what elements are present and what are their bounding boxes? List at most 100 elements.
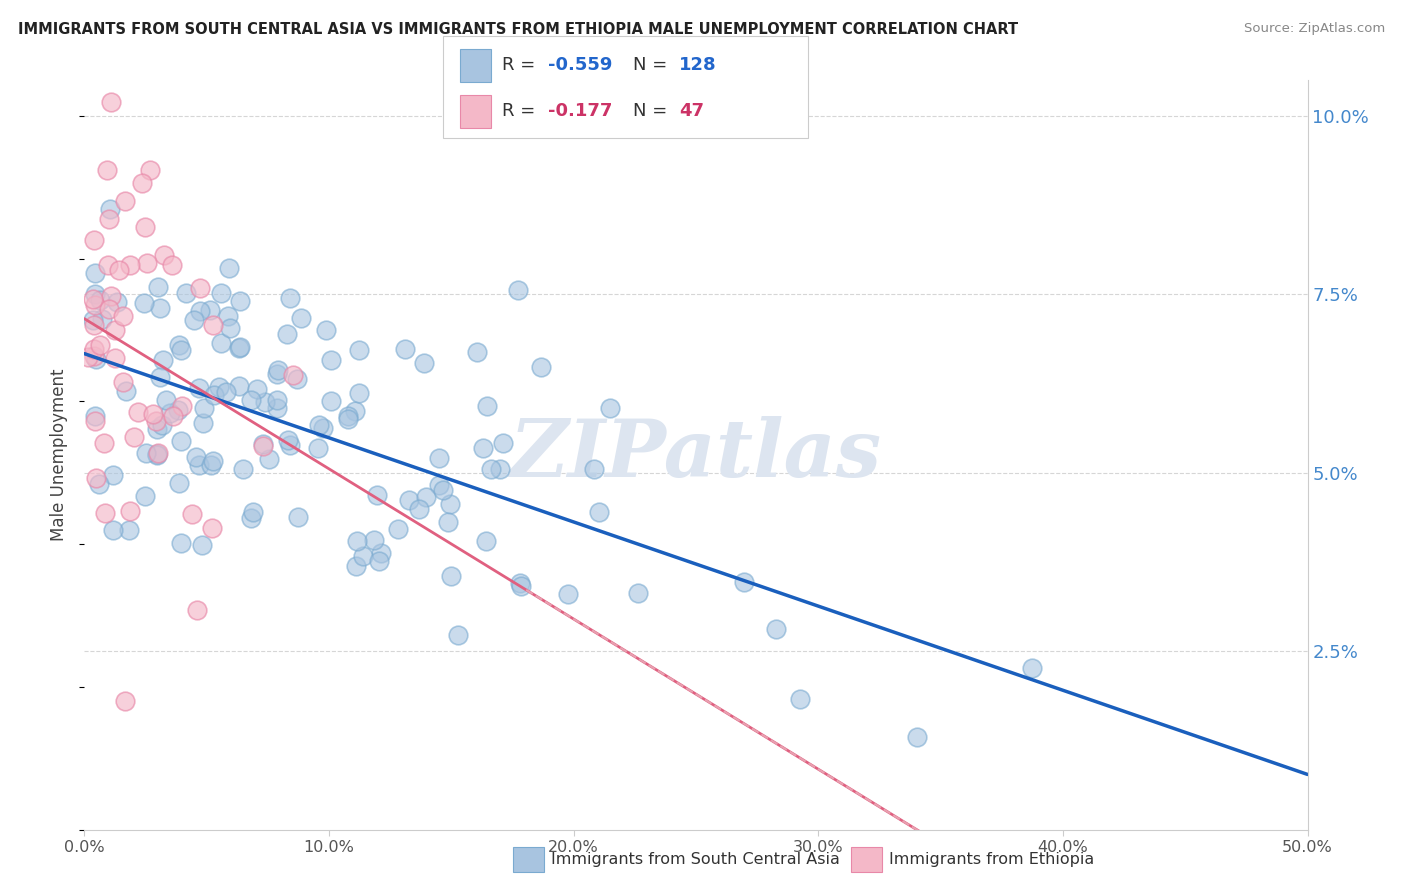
Point xyxy=(492,435,515,450)
Text: 47: 47 xyxy=(679,103,704,120)
Point xyxy=(398,492,420,507)
Point xyxy=(765,622,787,636)
Text: 128: 128 xyxy=(679,56,717,74)
Point xyxy=(84,409,107,423)
Point xyxy=(432,483,454,497)
Point xyxy=(105,295,128,310)
Point xyxy=(170,536,193,550)
Point xyxy=(218,260,240,275)
Point xyxy=(315,323,337,337)
Point xyxy=(627,586,650,600)
Text: ZIPatlas: ZIPatlas xyxy=(510,417,882,493)
Point xyxy=(336,409,359,423)
Point xyxy=(209,286,232,301)
Point xyxy=(193,417,215,431)
Point xyxy=(101,523,124,537)
Point xyxy=(83,233,105,247)
Point xyxy=(169,338,191,352)
Point xyxy=(112,375,135,389)
Point xyxy=(170,343,193,358)
Point xyxy=(319,352,342,367)
Point xyxy=(104,323,127,337)
Point xyxy=(96,162,118,177)
Point xyxy=(100,95,122,109)
Text: N =: N = xyxy=(633,56,672,74)
Point xyxy=(370,546,392,560)
Point xyxy=(115,384,138,399)
Point xyxy=(253,395,276,409)
Point xyxy=(307,441,329,455)
Point xyxy=(366,488,388,502)
Point xyxy=(266,401,288,415)
Point xyxy=(281,368,304,382)
Point xyxy=(218,320,240,334)
Point xyxy=(276,327,298,342)
Point xyxy=(184,450,207,464)
Point xyxy=(134,296,156,310)
Point xyxy=(83,342,105,356)
Point xyxy=(465,345,488,359)
Point xyxy=(319,394,342,409)
Point xyxy=(82,312,104,326)
Point xyxy=(240,393,263,408)
Point xyxy=(209,335,232,350)
Point xyxy=(112,309,135,323)
Point xyxy=(789,692,811,706)
Text: Immigrants from Ethiopia: Immigrants from Ethiopia xyxy=(889,853,1094,867)
Point xyxy=(201,454,224,468)
Point xyxy=(363,533,385,547)
Point xyxy=(228,293,250,308)
Point xyxy=(167,476,190,491)
Point xyxy=(100,289,122,303)
Point xyxy=(1021,661,1043,675)
Point xyxy=(114,194,136,208)
Point xyxy=(217,309,239,323)
Text: Immigrants from South Central Asia: Immigrants from South Central Asia xyxy=(551,853,839,867)
Point xyxy=(287,509,309,524)
Point xyxy=(277,433,299,447)
Point xyxy=(240,510,263,524)
Point xyxy=(89,338,111,352)
Point xyxy=(150,418,173,433)
Point xyxy=(188,281,211,295)
Point xyxy=(506,283,529,297)
Point xyxy=(201,521,224,535)
Point xyxy=(103,467,125,482)
Point xyxy=(447,628,470,642)
Point xyxy=(155,392,177,407)
Point xyxy=(266,392,288,407)
Point xyxy=(259,452,281,467)
Point xyxy=(187,458,209,473)
Point xyxy=(266,363,288,377)
Text: -0.177: -0.177 xyxy=(548,103,613,120)
Point xyxy=(252,437,274,451)
Text: Source: ZipAtlas.com: Source: ZipAtlas.com xyxy=(1244,22,1385,36)
Point xyxy=(479,462,502,476)
Point xyxy=(583,461,606,475)
Point xyxy=(412,356,434,370)
Point xyxy=(145,414,167,428)
Text: -0.559: -0.559 xyxy=(548,56,613,74)
Point xyxy=(285,372,308,386)
Point xyxy=(83,318,105,332)
Point xyxy=(394,342,416,356)
Point xyxy=(134,489,156,503)
Point xyxy=(93,436,115,450)
Point xyxy=(344,404,367,418)
Point xyxy=(84,266,107,280)
Point xyxy=(352,549,374,563)
Point xyxy=(346,533,368,548)
Point xyxy=(232,462,254,476)
Point xyxy=(346,558,368,573)
Point xyxy=(98,301,121,316)
Point xyxy=(146,448,169,462)
Point xyxy=(118,523,141,537)
Point xyxy=(290,311,312,326)
Point xyxy=(471,441,494,455)
Point xyxy=(214,385,236,400)
Point xyxy=(170,434,193,449)
Point xyxy=(439,497,461,511)
Point xyxy=(228,379,250,393)
Point xyxy=(181,507,204,521)
Point xyxy=(127,405,149,419)
